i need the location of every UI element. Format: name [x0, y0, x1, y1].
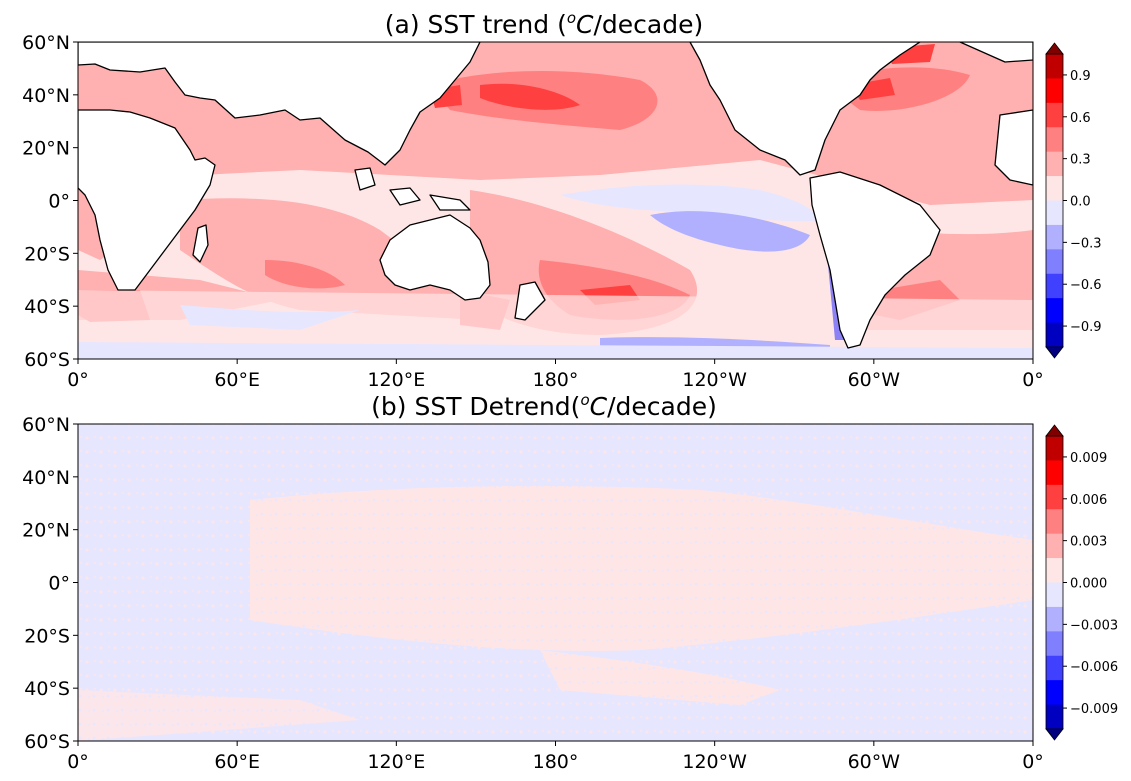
lat-tick-label: 20°S [24, 625, 70, 647]
panel-a-lon-ticks: 0° 60°E 120°E 180° 120°W 60°W 0° [67, 359, 1044, 391]
panel-a-lat-ticks: 60°N 40°N 20°N 0° 20°S 40°S 60°S [22, 32, 78, 371]
lon-tick-label: 0° [1022, 369, 1044, 391]
colorbar-tick-label: −0.3 [1070, 236, 1102, 251]
colorbar-bin [1046, 322, 1063, 348]
lat-tick-label: 40°N [22, 467, 70, 489]
colorbar-tick-label: 0.000 [1070, 577, 1107, 592]
colorbar-bin [1046, 54, 1063, 79]
colorbar-bin [1046, 533, 1063, 559]
panel-b: (b) SST Detrend(oC/decade) 60°N 40°N 20°N 0… [22, 391, 1118, 773]
lat-tick-label: 0° [48, 191, 70, 213]
lon-tick-label: 0° [1022, 751, 1044, 773]
lat-tick-label: 60°S [24, 349, 70, 371]
lat-tick-label: 40°N [22, 85, 70, 107]
lon-tick-label: 120°E [367, 751, 425, 773]
panel-b-field [78, 424, 1033, 741]
panel-a-colorbar: 0.9 0.6 0.3 0.0 −0.3 −0.6 −0.9 [1045, 42, 1102, 359]
colorbar-bin [1046, 509, 1063, 535]
colorbar-tick-label: 0.0 [1070, 195, 1091, 210]
colorbar-tick-label: −0.009 [1070, 702, 1118, 717]
colorbar-bin [1046, 176, 1063, 201]
colorbar-bin [1046, 460, 1063, 486]
colorbar-tick-label: −0.6 [1070, 278, 1102, 293]
lat-tick-label: 60°N [22, 32, 70, 54]
colorbar-tick-label: 0.006 [1070, 493, 1107, 508]
colorbar-tick-label: 0.9 [1070, 69, 1091, 84]
colorbar-bin [1046, 558, 1063, 583]
colorbar-bin [1046, 606, 1063, 632]
colorbar-tick-label: −0.006 [1070, 660, 1118, 675]
lon-tick-label: 120°E [367, 369, 425, 391]
colorbar-bin [1046, 78, 1063, 104]
panel-b-lon-ticks: 0° 60°E 120°E 180° 120°W 60°W 0° [67, 741, 1044, 773]
lat-tick-label: 40°S [24, 296, 70, 318]
panel-b-lat-ticks: 60°N 40°N 20°N 0° 20°S 40°S 60°S [22, 414, 78, 753]
colorbar-bin [1046, 655, 1063, 681]
lon-tick-label: 60°E [214, 369, 260, 391]
lat-tick-label: 60°S [24, 731, 70, 753]
colorbar-bin [1046, 151, 1063, 177]
lat-tick-label: 20°N [22, 138, 70, 160]
lon-tick-label: 180° [533, 369, 579, 391]
colorbar-bin [1046, 680, 1063, 706]
panel-b-title: (b) SST Detrend(oC/decade) [371, 391, 717, 421]
lat-tick-label: 60°N [22, 414, 70, 436]
lat-tick-label: 20°N [22, 520, 70, 542]
lon-tick-label: 120°W [682, 369, 747, 391]
colorbar-tick-label: 0.003 [1070, 535, 1107, 550]
panel-a-land [78, 42, 1033, 349]
colorbar-extend-min [1045, 346, 1064, 359]
colorbar-bin [1046, 298, 1063, 324]
lon-tick-label: 60°E [214, 751, 260, 773]
colorbar-extend-max [1045, 424, 1064, 437]
lat-tick-label: 40°S [24, 678, 70, 700]
colorbar-extend-max [1045, 42, 1064, 55]
panel-b-colorbar: 0.009 0.006 0.003 0.000 −0.003 −0.006 −0.009 [1045, 424, 1118, 741]
lon-tick-label: 0° [67, 369, 89, 391]
colorbar-bin [1046, 249, 1063, 275]
lat-tick-label: 20°S [24, 243, 70, 265]
colorbar-tick-label: 0.009 [1070, 451, 1107, 466]
panel-a-title: (a) SST trend (oC/decade) [385, 9, 703, 39]
colorbar-bin [1046, 582, 1063, 608]
lon-tick-label: 120°W [682, 751, 747, 773]
colorbar-extend-min [1045, 728, 1064, 741]
lon-tick-label: 0° [67, 751, 89, 773]
lon-tick-label: 180° [533, 751, 579, 773]
colorbar-bin [1046, 704, 1063, 730]
panel-a: (a) SST trend (oC/decade) [22, 9, 1101, 391]
colorbar-bin [1046, 102, 1063, 128]
colorbar-bin [1046, 436, 1063, 461]
colorbar-bin [1046, 631, 1063, 657]
colorbar-tick-label: 0.6 [1070, 111, 1091, 126]
lat-tick-label: 0° [48, 573, 70, 595]
colorbar-tick-label: −0.9 [1070, 320, 1102, 335]
lon-tick-label: 60°W [848, 751, 901, 773]
lon-tick-label: 60°W [848, 369, 901, 391]
colorbar-bin [1046, 273, 1063, 299]
colorbar-tick-label: 0.3 [1070, 153, 1091, 168]
colorbar-bin [1046, 200, 1063, 226]
colorbar-bin [1046, 127, 1063, 153]
colorbar-tick-label: −0.003 [1070, 618, 1118, 633]
colorbar-bin [1046, 224, 1063, 250]
colorbar-bin [1046, 484, 1063, 510]
